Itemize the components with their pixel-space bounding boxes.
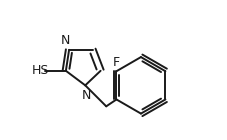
Text: N: N [81,88,91,102]
Text: F: F [113,56,120,69]
Text: N: N [61,34,71,47]
Text: HS: HS [32,64,49,77]
